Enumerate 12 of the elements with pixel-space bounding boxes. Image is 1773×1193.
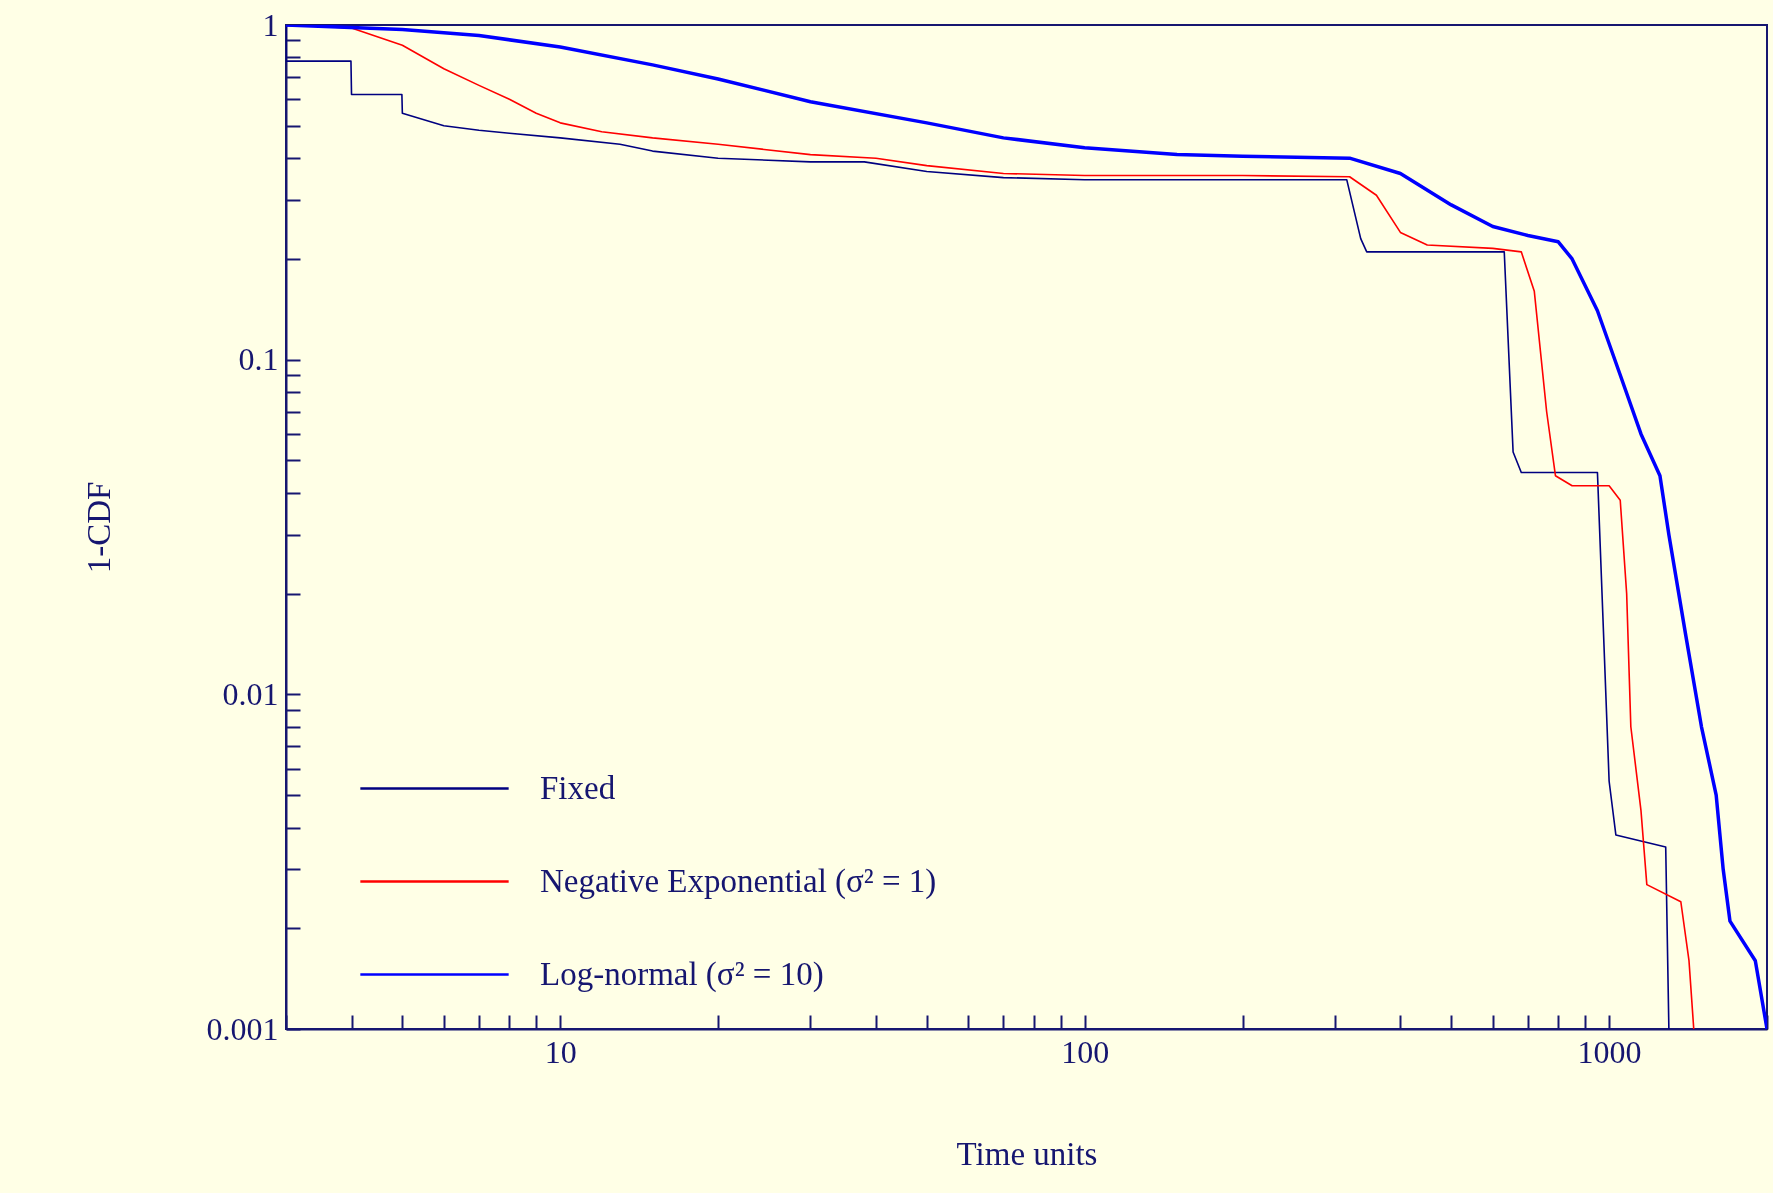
x-tick-label: 1000 [1577,1033,1642,1070]
y-tick-label: 1 [262,6,279,43]
y-tick-label: 0.001 [206,1010,279,1047]
y-axis-title: 1-CDF [80,481,117,574]
y-tick-label: 0.1 [238,341,279,378]
y-tick-label: 0.01 [222,675,279,712]
x-tick-label: 100 [1061,1033,1110,1070]
legend-label: Negative Exponential (σ² = 1) [540,862,937,900]
x-tick-label: 10 [544,1033,577,1070]
legend-label: Log-normal (σ² = 10) [540,955,824,993]
legend-label: Fixed [540,769,616,806]
x-axis-title: Time units [956,1135,1098,1172]
